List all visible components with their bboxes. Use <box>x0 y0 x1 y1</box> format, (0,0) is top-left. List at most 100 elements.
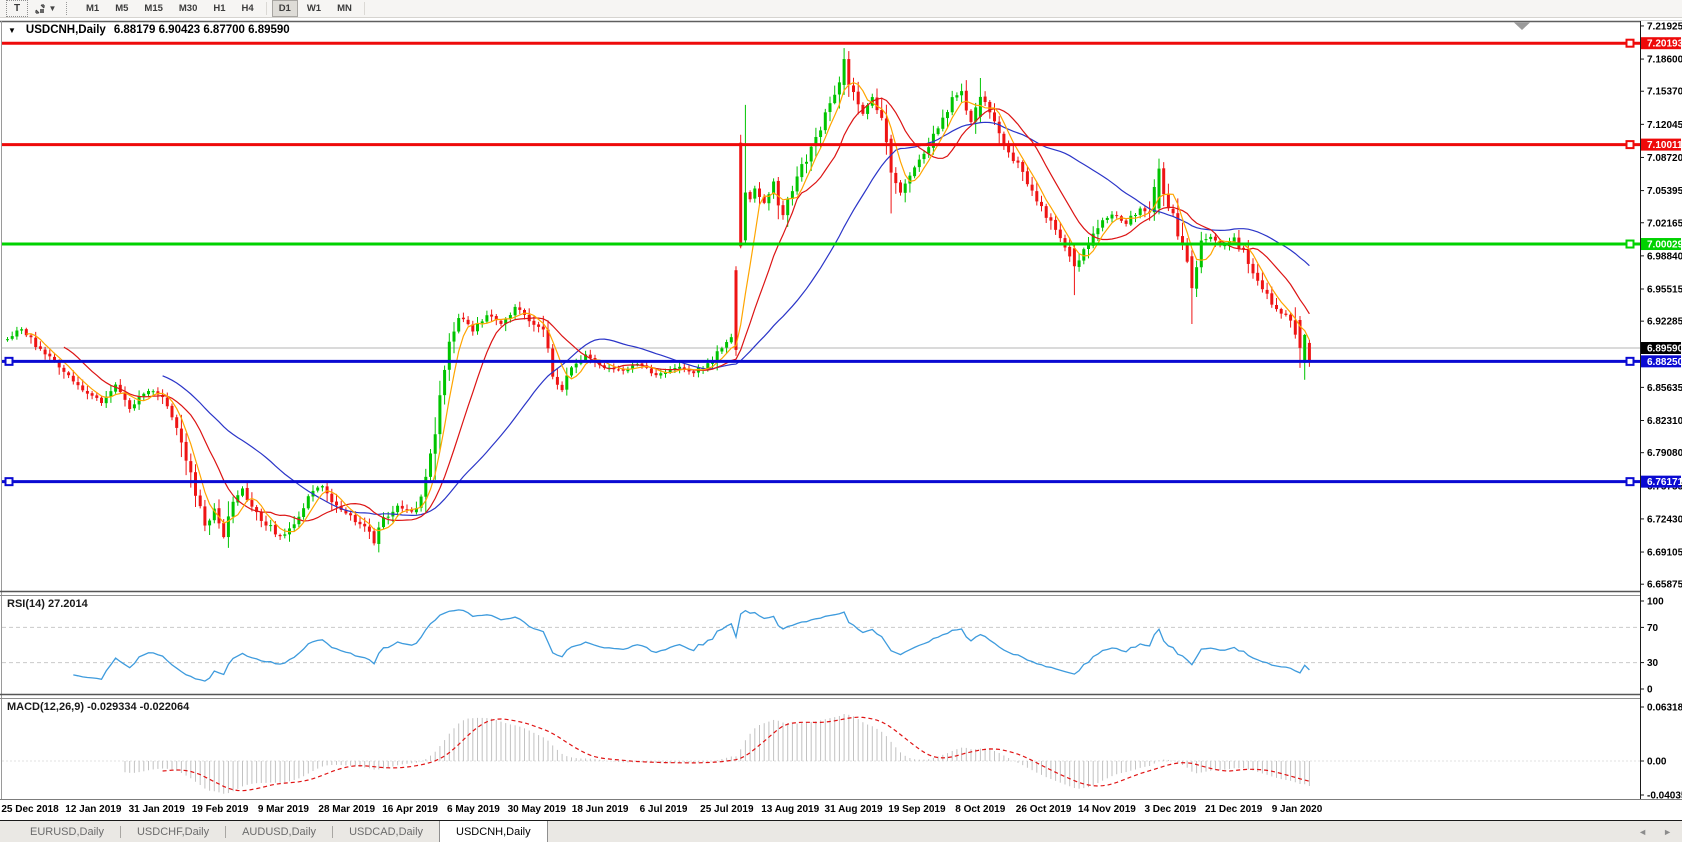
date-tick-label: 6 May 2019 <box>447 804 500 815</box>
date-tick-label: 31 Aug 2019 <box>824 804 883 815</box>
macd-signal-line <box>162 716 1310 792</box>
colors-button[interactable]: ▼ <box>30 1 60 16</box>
axis-tick-label: 6.72430 <box>1647 514 1682 525</box>
tabs: EURUSD,Daily USDCHF,Daily AUDUSD,Daily USDC… <box>14 821 548 842</box>
tab-navigation: ◄ ► <box>1638 821 1672 842</box>
date-tick-label: 16 Apr 2019 <box>382 804 438 815</box>
timeframe-button-m1[interactable]: M1 <box>86 3 100 14</box>
tabs-scroll-left-icon[interactable]: ◄ <box>1638 826 1648 837</box>
timeframe-button-mn[interactable]: MN <box>337 3 352 14</box>
line-handle[interactable] <box>1625 140 1635 150</box>
tabs-scroll-right-icon[interactable]: ► <box>1663 826 1672 837</box>
chart-tab-usdcnh[interactable]: USDCNH,Daily <box>439 821 548 842</box>
price-marker-label: 6.88250 <box>1641 355 1682 368</box>
date-tick-label: 14 Nov 2019 <box>1078 804 1136 815</box>
rsi-indicator-label: RSI(14) 27.2014 <box>7 598 88 610</box>
chart-tab-audusd[interactable]: AUDUSD,Daily <box>242 825 317 838</box>
date-axis: 25 Dec 2018 12 Jan 2019 31 Jan 2019 19 Feb … <box>0 799 1682 821</box>
price-marker-label: 6.89590 <box>1641 342 1682 355</box>
tab-separator <box>119 825 121 838</box>
chart-tab-eurusd[interactable]: EURUSD,Daily <box>30 825 104 838</box>
axis-tick-label: 6.79080 <box>1647 448 1682 459</box>
price-marker-label: 7.10011 <box>1641 138 1682 151</box>
timeframe-button-h1[interactable]: H1 <box>213 3 226 14</box>
horizontal-line-object[interactable] <box>2 477 1640 487</box>
axis-tick-label: 0.063184 <box>1647 703 1682 714</box>
date-tick-label: 28 Mar 2019 <box>318 804 376 815</box>
chart-canvas[interactable]: 7.21925 7.18600 7.15370 7.12045 7.08720 7.053… <box>0 18 1682 821</box>
date-tick-label: 30 May 2019 <box>507 804 566 815</box>
date-tick-label: 9 Mar 2019 <box>257 804 309 815</box>
date-tick-label: 21 Dec 2019 <box>1205 804 1263 815</box>
axis-tick-label: 7.18600 <box>1647 55 1682 66</box>
axis-tick-label: 6.95515 <box>1647 284 1682 295</box>
rsi-pane <box>2 609 1640 682</box>
line-handle[interactable] <box>1625 38 1635 48</box>
date-tick-label: 31 Jan 2019 <box>128 804 185 815</box>
ma-line-13 <box>63 97 1310 522</box>
svg-text:6.89590: 6.89590 <box>1647 344 1682 355</box>
chart-title: ▼ USDCNH,Daily 6.88179 6.90423 6.87700 6… <box>8 24 290 36</box>
macd-histogram <box>124 714 1310 794</box>
axis-tick-label: 7.02165 <box>1647 218 1682 229</box>
date-tick-label: 9 Jan 2020 <box>1271 804 1323 815</box>
chart-tab-usdchf[interactable]: USDCHF,Daily <box>136 825 210 838</box>
macd-pane <box>2 714 1640 794</box>
date-tick-label: 25 Dec 2018 <box>1 804 59 815</box>
axis-tick-label: 7.08720 <box>1647 153 1682 164</box>
horizontal-line-object[interactable] <box>2 356 1640 366</box>
axis-tick-label: 6.69105 <box>1647 548 1682 559</box>
chart-window: 7.21925 7.18600 7.15370 7.12045 7.08720 7.053… <box>0 18 1682 821</box>
horizontal-line-object[interactable] <box>2 239 1640 249</box>
axis-tick-label: 0.00 <box>1647 757 1667 768</box>
line-handle[interactable] <box>1625 477 1635 487</box>
dropdown-caret-icon: ▼ <box>48 4 57 13</box>
timeframe-button-d1[interactable]: D1 <box>271 0 298 17</box>
collapse-triangle-icon: ▼ <box>8 25 16 35</box>
price-marker-label: 7.20193 <box>1641 37 1682 50</box>
timeframe-button-m5[interactable]: M5 <box>115 3 129 14</box>
timeframe-button-h4[interactable]: H4 <box>241 3 254 14</box>
axis-tick-label: 70 <box>1647 623 1659 634</box>
axis-tick-label: 7.12045 <box>1647 120 1682 131</box>
axis-tick-label: 7.05395 <box>1647 186 1682 197</box>
date-tick-label: 19 Sep 2019 <box>888 804 946 815</box>
macd-indicator-label: MACD(12,26,9) -0.029334 -0.022064 <box>7 701 190 713</box>
line-handle[interactable] <box>4 356 14 366</box>
date-tick-label: 18 Jun 2019 <box>571 804 629 815</box>
symbol-label: USDCNH,Daily <box>25 24 106 36</box>
timeframe-button-w1[interactable]: W1 <box>306 3 322 14</box>
date-tick-label: 25 Jul 2019 <box>700 804 754 815</box>
axis-tick-label: -0.040355 <box>1647 791 1682 802</box>
chart-shift-marker-icon[interactable] <box>1514 22 1530 31</box>
axis-tick-label: 100 <box>1647 597 1664 608</box>
axis-tick-label: 6.65875 <box>1647 580 1682 591</box>
date-tick-label: 13 Aug 2019 <box>761 804 820 815</box>
timeframe-buttons: M1 M5 M15 M30 H1 H4 D1 W1 MN <box>78 0 369 17</box>
rsi-line <box>73 609 1310 682</box>
price-marker-label: 7.00029 <box>1641 238 1682 251</box>
price-axis[interactable]: 7.21925 7.18600 7.15370 7.12045 7.08720 7.053… <box>1640 21 1682 802</box>
svg-text:6.88250: 6.88250 <box>1647 357 1682 368</box>
chart-tab-usdcad[interactable]: USDCAD,Daily <box>349 825 424 838</box>
line-handle[interactable] <box>1625 356 1635 366</box>
axis-tick-label: 0 <box>1647 685 1653 696</box>
price-marker-label: 6.76171 <box>1641 475 1682 488</box>
axis-tick-label: 7.15370 <box>1647 87 1682 98</box>
date-tick-label: 26 Oct 2019 <box>1015 804 1072 815</box>
ohlc-values: 6.88179 6.90423 6.87700 6.89590 <box>113 24 290 36</box>
main-price-pane <box>2 48 1640 553</box>
timeframe-button-m30[interactable]: M30 <box>178 3 198 14</box>
horizontal-line-object[interactable] <box>2 140 1640 150</box>
axis-tick-label: 30 <box>1647 658 1659 669</box>
axis-tick-label: 6.98840 <box>1647 251 1682 262</box>
axis-tick-label: 6.92285 <box>1647 317 1682 328</box>
line-handle[interactable] <box>4 477 14 487</box>
date-tick-label: 8 Oct 2019 <box>955 804 1006 815</box>
line-handle[interactable] <box>1625 239 1635 249</box>
svg-text:7.10011: 7.10011 <box>1647 140 1682 151</box>
ma-line-5 <box>26 81 1310 533</box>
horizontal-line-object[interactable] <box>2 38 1640 48</box>
text-tool-button[interactable]: T <box>6 0 28 17</box>
timeframe-button-m15[interactable]: M15 <box>144 3 163 14</box>
